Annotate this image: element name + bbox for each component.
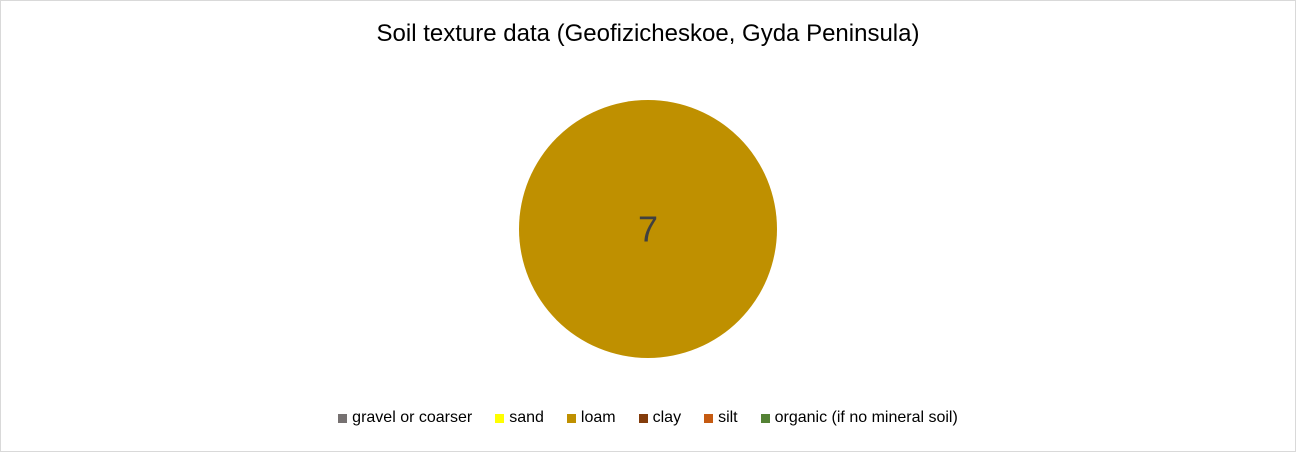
legend-swatch xyxy=(338,413,348,423)
legend-label: gravel or coarser xyxy=(352,409,473,426)
data-label-loam: 7 xyxy=(638,209,658,250)
legend-label: loam xyxy=(580,409,616,426)
legend-item: gravel or coarser xyxy=(338,409,472,427)
legend-swatch xyxy=(566,413,576,423)
chart-legend: gravel or coarser sand loam clay silt organic… xyxy=(0,409,1296,427)
legend-label: silt xyxy=(718,409,738,426)
legend-swatch xyxy=(760,413,770,423)
legend-label: sand xyxy=(509,409,544,426)
legend-swatch xyxy=(638,413,648,423)
legend-item: clay xyxy=(638,409,682,427)
legend-swatch xyxy=(495,413,505,423)
legend-item: loam xyxy=(566,409,616,427)
legend-swatch xyxy=(704,413,714,423)
pie-slice-loam xyxy=(519,100,777,358)
legend-item: sand xyxy=(495,409,544,427)
legend-item: silt xyxy=(704,409,738,427)
chart-title: Soil texture data (Geofizicheskoe, Gyda … xyxy=(376,20,920,47)
legend-label: clay xyxy=(652,409,682,426)
legend-item: organic (if no mineral soil) xyxy=(760,409,958,427)
legend-label: organic (if no mineral soil) xyxy=(774,409,958,426)
